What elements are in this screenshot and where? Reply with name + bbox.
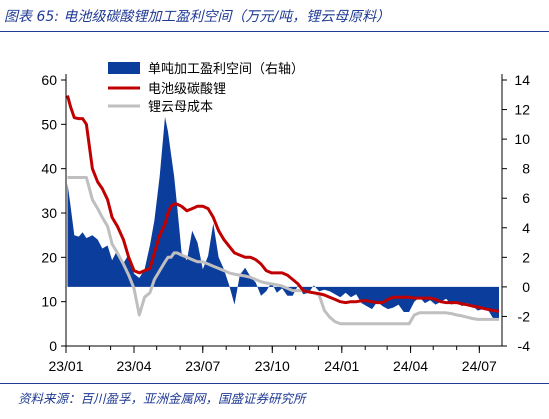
y-left-tick-label: 50 <box>41 116 57 132</box>
y-right-tick-label: 4 <box>522 220 530 236</box>
x-tick-label: 24/04 <box>393 358 428 374</box>
chart: 0 10 20 30 40 50 60 -4 -2 0 2 4 6 8 10 12 14 23/01 23/04 23… <box>41 62 530 374</box>
x-tick-label: 24/07 <box>462 358 497 374</box>
title-divider <box>0 31 549 32</box>
x-tick-label: 23/04 <box>116 358 151 374</box>
y-left-tick-label: 30 <box>41 205 57 221</box>
figure-source: 资料来源：百川盈孚，亚洲金属网，国盛证券研究所 <box>18 391 306 406</box>
legend: 单吨加工盈利空间（右轴） 电池级碳酸锂 锂云母成本 <box>108 62 304 115</box>
y-left-tick-label: 60 <box>41 72 57 88</box>
y-right-tick-label: 14 <box>514 72 530 88</box>
source-divider <box>0 383 549 384</box>
legend-label-profit: 单吨加工盈利空间（右轴） <box>148 62 304 77</box>
lithium-carbonate-line <box>66 95 500 313</box>
legend-swatch-profit <box>108 62 140 74</box>
figure-title: 图表 65: 电池级碳酸锂加工盈利空间（万元/吨，锂云母原料） <box>4 9 391 25</box>
y-left-tick-label: 40 <box>41 161 57 177</box>
y-right-tick-label: 2 <box>522 249 530 265</box>
y-right-tick-label: -4 <box>518 338 531 354</box>
y-right-tick-label: 6 <box>522 190 530 206</box>
profit-area-series <box>67 116 499 320</box>
y-right-tick-label: 10 <box>514 131 530 147</box>
legend-label-lepidolite: 锂云母成本 <box>148 100 213 115</box>
x-tick-label: 23/10 <box>255 358 290 374</box>
y-right-tick-label: 12 <box>514 102 530 118</box>
lepidolite-cost-line <box>67 176 499 326</box>
y-right-tick-label: -2 <box>518 308 531 324</box>
x-tick-label: 24/01 <box>324 358 359 374</box>
x-tick-label: 23/07 <box>185 358 220 374</box>
plot-area <box>66 95 500 326</box>
legend-label-lithium: 电池级碳酸锂 <box>148 82 226 97</box>
axes: 0 10 20 30 40 50 60 -4 -2 0 2 4 6 8 10 12 14 23/01 23/04 23… <box>41 72 530 374</box>
y-right-tick-label: 8 <box>522 161 530 177</box>
x-tick-label: 23/01 <box>48 358 83 374</box>
y-left-tick-label: 20 <box>41 249 57 265</box>
y-left-tick-label: 0 <box>49 338 57 354</box>
y-right-tick-label: 0 <box>522 279 530 295</box>
y-left-tick-label: 10 <box>41 294 57 310</box>
